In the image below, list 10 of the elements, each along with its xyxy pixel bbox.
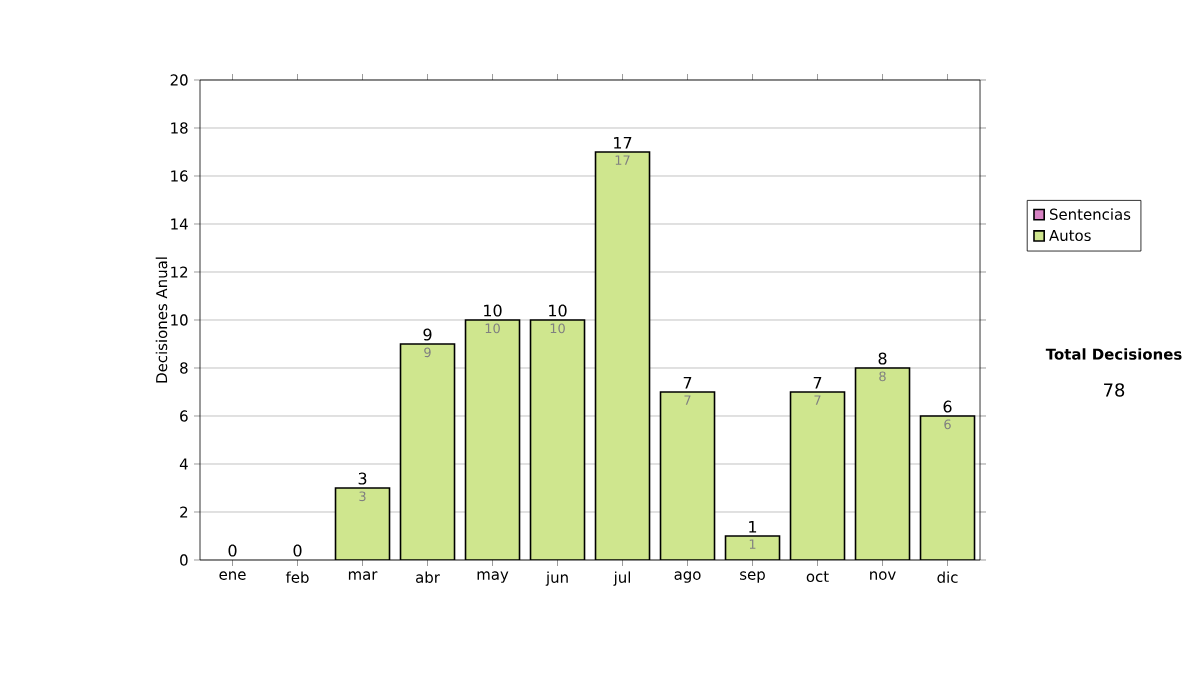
bar — [530, 319, 585, 560]
bar — [465, 319, 520, 560]
bar — [919, 415, 976, 560]
bar — [400, 343, 455, 560]
bar — [335, 488, 390, 560]
bar — [855, 367, 910, 560]
bar — [660, 391, 715, 560]
bar — [595, 151, 650, 560]
text: 78 — [1104, 383, 1125, 397]
bar — [790, 391, 845, 560]
